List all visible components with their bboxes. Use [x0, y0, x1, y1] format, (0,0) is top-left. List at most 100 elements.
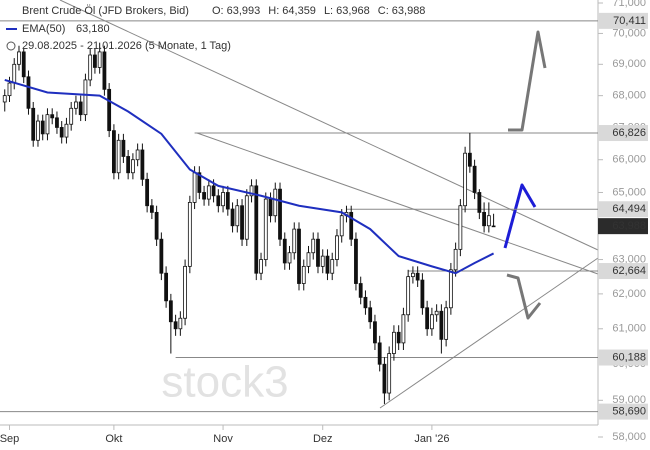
- candle-body: [173, 321, 178, 330]
- header-field-value: 64,359: [282, 5, 316, 17]
- candle-body: [444, 307, 449, 340]
- header-field-value: 63,988: [392, 5, 426, 17]
- candle-body: [97, 51, 102, 68]
- x-tick-label: Okt: [105, 433, 122, 445]
- level-label: 63,988: [612, 220, 646, 232]
- trend-line: [379, 257, 599, 409]
- candle-body: [69, 107, 74, 125]
- candle-body: [159, 238, 164, 274]
- candle-body: [486, 215, 491, 227]
- candle-body: [358, 283, 363, 298]
- candle-body: [197, 172, 202, 193]
- candle-body: [297, 228, 301, 284]
- candle-body: [311, 238, 316, 254]
- candle-body: [93, 54, 97, 68]
- ema-name: EMA(50): [22, 23, 65, 35]
- candle-body: [40, 120, 45, 135]
- scenario-down: [506, 273, 542, 320]
- candle-body: [339, 215, 344, 237]
- candle-body: [36, 120, 40, 141]
- header-field-name: H:: [268, 5, 279, 17]
- candle-body: [254, 185, 259, 274]
- candle-body: [278, 188, 282, 240]
- level-label: 58,690: [612, 406, 646, 418]
- level-label: 64,494: [612, 203, 646, 215]
- y-tick-label: 63,000: [612, 253, 646, 265]
- candle-body: [140, 149, 145, 180]
- candle-body: [145, 178, 150, 207]
- candle-body: [216, 195, 221, 207]
- y-tick-label: 62,000: [612, 288, 646, 300]
- candle-body: [235, 205, 240, 227]
- ema-line: [4, 78, 495, 275]
- clock-icon: [6, 41, 16, 51]
- scenario-mid: [503, 183, 537, 249]
- level-box: [598, 349, 648, 366]
- candle-body: [411, 272, 415, 278]
- candle-body: [74, 101, 78, 109]
- level-label: 60,188: [612, 351, 646, 363]
- candle-body: [206, 185, 211, 200]
- candle-body: [316, 238, 320, 267]
- candle-body: [354, 238, 358, 284]
- candle-body: [453, 248, 458, 271]
- chart-title: Brent Crude Öl (JFD Brokers, Bid): [22, 5, 189, 17]
- candle-body: [31, 107, 36, 141]
- candle-body: [273, 188, 278, 217]
- candle-body: [467, 152, 472, 167]
- candle-body: [434, 310, 439, 316]
- level-box: [598, 263, 648, 280]
- candle-body: [192, 172, 197, 203]
- x-tick-label: Nov: [213, 433, 233, 445]
- header: Brent Crude Öl (JFD Brokers, Bid) EMA(50…: [6, 5, 425, 52]
- header-field-name: O:: [212, 5, 224, 17]
- candle-body: [287, 252, 292, 264]
- candle-body: [368, 307, 373, 323]
- candle-body: [448, 269, 453, 309]
- candle-body: [263, 198, 268, 260]
- scenario-up: [508, 30, 547, 132]
- candle-body: [335, 235, 339, 260]
- trend-line: [196, 132, 599, 275]
- candle-body: [472, 165, 477, 193]
- y-tick-label: 69,000: [612, 58, 646, 70]
- candle-body: [230, 208, 235, 227]
- level-box: [598, 218, 648, 235]
- candle-body: [396, 331, 401, 344]
- candle-body: [126, 156, 131, 174]
- header-field-name: C:: [378, 5, 389, 17]
- header-field-value: 63,968: [336, 5, 370, 17]
- candle-body: [164, 272, 169, 302]
- candle-body: [268, 198, 273, 217]
- candle-body: [88, 54, 93, 81]
- candle-body: [135, 149, 140, 161]
- candle-body: [325, 255, 330, 274]
- candle-body: [50, 114, 55, 119]
- candle-body: [187, 202, 192, 267]
- y-tick-label: 71,000: [612, 0, 646, 9]
- y-tick-label: 59,000: [612, 394, 646, 406]
- candle-body: [477, 192, 482, 213]
- candle-body: [425, 307, 430, 330]
- level-box: [598, 403, 648, 420]
- candle-body: [221, 192, 225, 207]
- trend-line: [59, 0, 599, 251]
- candle-body: [59, 127, 64, 138]
- candle-body: [116, 139, 121, 174]
- candle-body: [45, 114, 50, 135]
- candle-body: [202, 192, 206, 200]
- header-field-value: 63,993: [227, 5, 261, 17]
- y-tick-label: 66,000: [612, 154, 646, 166]
- candle-body: [2, 95, 7, 103]
- candle-body: [64, 123, 69, 138]
- candle-body: [178, 317, 183, 330]
- candle-body: [183, 265, 187, 319]
- level-label: 66,826: [612, 127, 646, 139]
- candle-body: [363, 296, 368, 309]
- candle-body: [458, 205, 463, 250]
- date-range: 29.08.2025 - 21.01.2026 (5 Monate, 1 Tag…: [22, 40, 231, 52]
- candle-body: [491, 225, 496, 228]
- y-tick-label: 65,000: [612, 186, 646, 198]
